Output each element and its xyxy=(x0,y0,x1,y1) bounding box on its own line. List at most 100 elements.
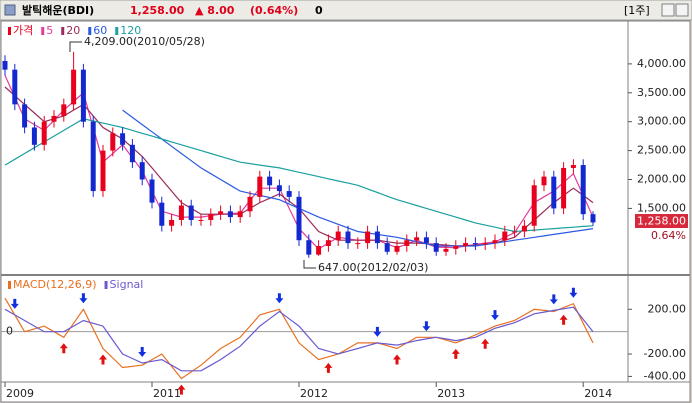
candle-body xyxy=(325,240,331,246)
candle-body xyxy=(423,237,429,244)
candle-body xyxy=(561,167,567,209)
candle-body xyxy=(51,115,57,122)
sell-arrow xyxy=(138,346,147,357)
legend-marker xyxy=(104,281,108,289)
candle-body xyxy=(120,133,126,145)
candle-body xyxy=(472,243,478,245)
candle-body xyxy=(551,176,557,209)
candle-body xyxy=(335,231,341,241)
candle-body xyxy=(521,225,527,232)
x-tick-label: 2014 xyxy=(584,387,612,400)
candle-body xyxy=(414,237,420,241)
candle-body xyxy=(129,144,135,163)
candle-body xyxy=(12,69,18,105)
candle-body xyxy=(208,214,214,220)
legend-marker xyxy=(115,27,119,35)
buy-arrow xyxy=(393,354,401,365)
buy-arrow xyxy=(59,343,68,354)
candle-body xyxy=(267,176,273,186)
header-bar xyxy=(0,0,692,21)
candle-body xyxy=(482,243,488,245)
plot-area xyxy=(0,20,691,383)
legend-label: Signal xyxy=(110,278,144,291)
y-tick-label: 2,500.00 xyxy=(637,144,686,157)
y-tick-label: 4,000.00 xyxy=(637,57,686,70)
last-price-label: 1,258.00 xyxy=(637,215,686,228)
window-button[interactable] xyxy=(661,3,675,17)
annotation-arrow xyxy=(69,41,82,52)
candle-body xyxy=(384,243,390,252)
window-button[interactable] xyxy=(675,3,689,17)
candle-body xyxy=(247,196,253,212)
candle-body xyxy=(90,121,96,192)
candle-body xyxy=(355,243,361,245)
buy-arrow xyxy=(451,348,460,359)
candle-body xyxy=(316,245,322,255)
legend-marker xyxy=(61,27,65,35)
legend-marker xyxy=(8,27,11,35)
candle-body xyxy=(159,202,165,226)
candle-body xyxy=(61,104,67,116)
legend-label: 20 xyxy=(66,24,80,37)
legend-label: 가격 xyxy=(13,24,33,37)
candle-body xyxy=(22,104,28,128)
y-tick-label: 3,000.00 xyxy=(637,115,686,128)
legend-label: 60 xyxy=(93,24,107,37)
candle-body xyxy=(31,127,37,145)
sell-arrow xyxy=(569,287,578,298)
candle-body xyxy=(590,214,596,223)
candle-body xyxy=(345,231,351,244)
header-change: ▲ 8.00 xyxy=(195,4,235,17)
sell-arrow xyxy=(422,321,431,332)
candle-body xyxy=(306,240,312,255)
sell-arrow xyxy=(373,326,382,337)
candle-body xyxy=(80,69,86,122)
legend-label: MACD(12,26,9) xyxy=(13,278,97,291)
line-series xyxy=(4,297,594,380)
legend-label: 5 xyxy=(46,24,53,37)
y-tick-label: 1,500.00 xyxy=(637,201,686,214)
candle-body xyxy=(286,191,292,197)
candle-body xyxy=(188,205,194,220)
candle-body xyxy=(178,205,184,220)
x-tick-label: 2009 xyxy=(6,387,34,400)
candle-body xyxy=(394,245,400,252)
candle-body xyxy=(139,162,145,180)
candle-body xyxy=(237,211,243,218)
candle-body xyxy=(110,133,116,151)
candle-body xyxy=(149,179,155,203)
candle-body xyxy=(570,165,576,168)
header-icon[interactable] xyxy=(4,4,16,16)
candle-body xyxy=(492,240,498,244)
annotation: 647.00(2012/02/03) xyxy=(318,261,428,274)
candle-body xyxy=(453,245,459,249)
legend-marker xyxy=(88,27,92,35)
annotation: 4,209.00(2010/05/28) xyxy=(84,35,205,48)
y-tick-label: 3,500.00 xyxy=(637,86,686,99)
buy-arrow xyxy=(481,338,490,349)
candle-body xyxy=(404,240,410,246)
y-tick-label: 0 xyxy=(6,325,13,338)
header-title: 발틱해운(BDI) xyxy=(22,3,94,17)
y-tick-label: 200.00 xyxy=(648,302,687,315)
line-series xyxy=(4,118,594,233)
legend-label: 120 xyxy=(120,24,141,37)
candle-body xyxy=(296,196,302,241)
buy-arrow xyxy=(559,314,568,325)
period-button[interactable]: [1주] xyxy=(624,4,650,17)
legend-marker xyxy=(41,27,45,35)
candle-body xyxy=(374,231,380,244)
candle-body xyxy=(2,60,8,70)
candle-body xyxy=(218,211,224,215)
candle-body xyxy=(531,185,537,226)
x-tick-label: 2013 xyxy=(437,387,465,400)
y-tick-label: -400.00 xyxy=(644,369,686,382)
header-volume: 0 xyxy=(315,4,323,17)
last-change-label: 0.64% xyxy=(651,229,686,242)
candle-body xyxy=(580,165,586,215)
candle-body xyxy=(512,231,518,233)
candle-body xyxy=(365,231,371,244)
buy-arrow xyxy=(324,362,333,373)
candle-body xyxy=(227,211,233,218)
